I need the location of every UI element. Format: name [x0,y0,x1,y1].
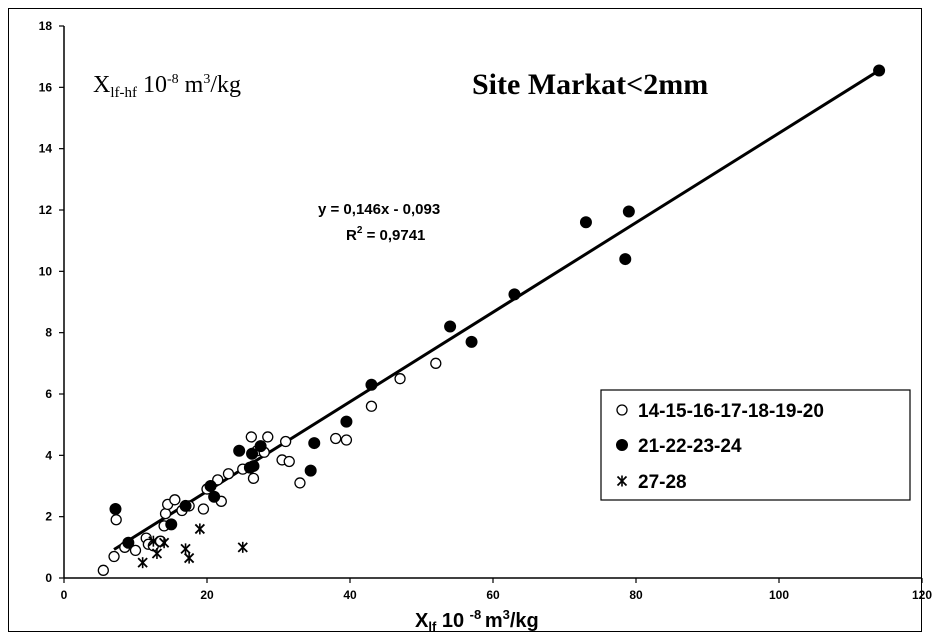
x-tick-label: 100 [769,588,789,602]
trendline-equation: y = 0,146x - 0,093 [318,201,440,218]
data-point-series-2 [165,518,178,531]
y-tick-label: 4 [45,448,52,462]
x-tick-label: 40 [343,588,357,602]
data-point-series-2 [444,320,457,333]
data-point-series-3 [137,557,148,569]
x-tick-label: 80 [629,588,643,602]
data-point-series-1 [262,431,274,443]
x-tick-label: 0 [61,588,68,602]
data-point-series-1 [108,550,120,563]
data-point-series-3 [148,535,159,547]
y-tick-label: 14 [39,142,53,156]
data-point-series-2 [365,378,378,391]
legend-items: 14-15-16-17-18-19-20 21-22-23-24 27-28 [616,401,824,493]
data-point-series-1 [247,472,260,484]
data-point-series-3 [183,552,195,564]
x-axis-label: Xlf 10 -8 m3/kg [415,607,539,634]
points-layer [97,64,886,576]
data-point-series-1 [169,494,181,506]
data-point-series-2 [122,536,135,549]
data-point-series-1 [197,503,210,515]
data-point-series-2 [508,288,521,301]
data-point-series-1 [283,455,295,468]
data-point-series-1 [365,400,378,412]
data-point-series-1 [340,434,353,446]
data-point-series-1 [279,435,292,448]
legend-label-series-2: 21-22-23-24 [638,436,742,457]
data-point-series-3 [194,523,205,535]
data-point-series-2 [254,440,267,453]
y-tick-label: 18 [39,19,53,33]
data-point-series-2 [579,216,592,229]
data-point-series-2 [247,460,260,473]
data-point-series-1 [245,431,257,443]
y-tick-label: 6 [45,387,52,401]
axes: 0 2 4 6 8 10 12 14 16 18 0 20 40 60 80 100 120 [39,19,933,602]
legend: 14-15-16-17-18-19-20 21-22-23-24 27-28 [600,389,911,501]
y-tick-label: 8 [45,326,52,340]
y-tick-label: 2 [45,510,52,524]
data-point-series-1 [430,357,442,369]
data-point-series-2 [246,447,259,460]
legend-marker-series-2 [616,439,628,451]
data-point-series-2 [622,205,635,218]
x-tick-label: 20 [200,588,214,602]
x-tick-label: 120 [912,588,932,602]
data-point-series-1 [294,477,306,489]
data-point-series-2 [109,503,122,515]
data-point-series-1 [110,514,122,526]
legend-label-series-1: 14-15-16-17-18-19-20 [638,401,824,422]
x-tick-label: 60 [486,588,500,602]
y-tick-label: 16 [39,80,53,94]
r-squared-label: R2 = 0,9741 [346,225,425,244]
data-point-series-2 [308,437,321,450]
data-point-series-1 [330,432,342,445]
data-point-series-2 [233,444,246,457]
data-point-series-1 [222,468,235,480]
data-point-series-2 [208,490,221,503]
data-point-series-3 [158,537,170,549]
data-point-series-1 [129,544,142,557]
data-point-series-2 [204,480,217,492]
y-tick-label: 0 [45,571,52,585]
legend-marker-series-3 [616,475,628,487]
legend-box [600,389,911,501]
data-point-series-1 [97,564,109,576]
data-point-series-2 [179,499,192,512]
data-point-series-3 [151,547,163,559]
y-tick-label: 10 [39,264,53,278]
chart-title: Site Markat<2mm [472,68,708,101]
data-point-series-2 [340,415,353,428]
legend-label-series-3: 27-28 [638,472,687,493]
data-point-series-2 [465,335,478,348]
y-tick-label: 12 [39,203,53,217]
legend-marker-series-1 [616,404,628,416]
data-point-series-1 [394,373,406,385]
data-point-series-3 [237,541,248,553]
y-axis-label: Xlf-hf 10-8 m3/kg [93,72,241,101]
data-point-series-2 [304,464,317,477]
data-point-series-1 [159,507,172,520]
data-point-series-2 [619,253,632,266]
data-point-series-2 [873,64,886,77]
data-point-series-3 [180,543,191,555]
